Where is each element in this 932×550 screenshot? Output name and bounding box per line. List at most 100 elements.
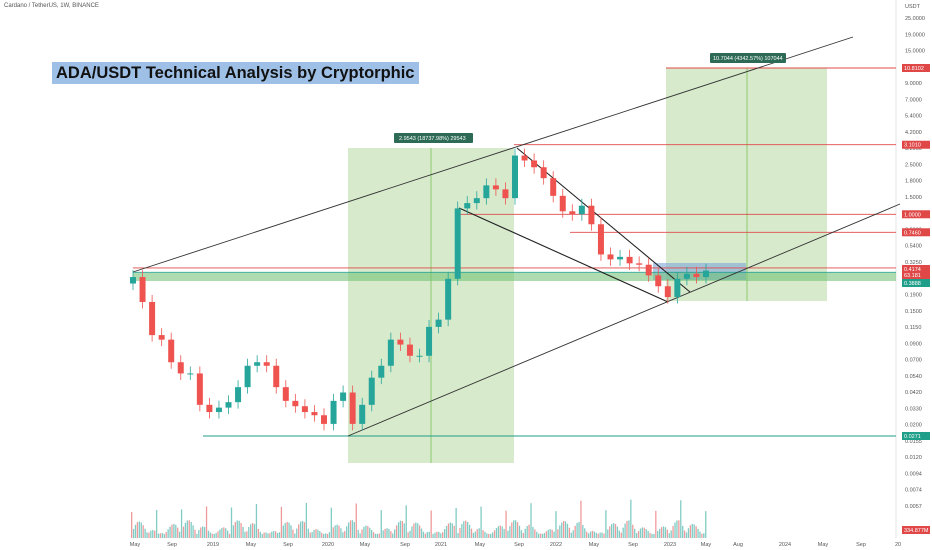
- y-tick-label: 0.0094: [905, 471, 922, 477]
- volume-bar: [543, 532, 546, 538]
- volume-bar: [664, 527, 667, 538]
- volume-bar: [649, 532, 651, 538]
- volume-bar: [561, 522, 563, 538]
- volume-bar: [192, 525, 194, 538]
- volume-bar: [148, 532, 150, 538]
- volume-bar: [159, 533, 162, 538]
- y-tick-label: 0.0074: [905, 488, 922, 494]
- volume-bar: [319, 531, 321, 538]
- candle-body: [206, 404, 213, 413]
- candle-body: [559, 195, 566, 212]
- candle-body: [387, 339, 394, 366]
- volume-bar: [299, 521, 302, 538]
- candle-body: [196, 373, 203, 405]
- volume-bar: [534, 529, 536, 538]
- volume-bar: [349, 520, 352, 538]
- volume-bar: [409, 530, 411, 538]
- volume-bar: [641, 527, 644, 538]
- volume-bar: [420, 528, 423, 538]
- volume-bar: [620, 532, 622, 538]
- y-tick-label: 0.5400: [905, 244, 922, 250]
- volume-bar: [146, 532, 148, 538]
- volume-bar: [196, 533, 198, 538]
- volume-bar: [169, 526, 171, 538]
- volume-bar: [547, 529, 549, 538]
- volume-bar: [659, 528, 661, 538]
- candle-body: [626, 256, 633, 264]
- volume-bar: [451, 523, 453, 538]
- volume-bar: [468, 524, 471, 538]
- price-label-bg: [902, 526, 930, 534]
- volume-bar: [603, 533, 605, 538]
- y-tick-label: 0.1150: [905, 325, 921, 331]
- price-label: 0.4174: [904, 267, 921, 273]
- volume-bar: [703, 533, 705, 538]
- volume-bar: [670, 530, 672, 538]
- volume-bar: [666, 529, 668, 538]
- candle-body: [540, 167, 547, 179]
- volume-bar: [275, 531, 277, 538]
- y-tick-label: 19.0000: [905, 32, 925, 38]
- volume-bar: [430, 510, 432, 538]
- candle-body: [636, 263, 643, 265]
- volume-bar: [374, 533, 377, 538]
- candle-body: [550, 178, 557, 196]
- x-tick-label: Sep: [628, 542, 638, 548]
- candle-body: [445, 278, 452, 320]
- volume-bar: [184, 522, 187, 538]
- candle-body: [454, 208, 461, 279]
- volume-bar: [171, 524, 173, 538]
- candle-body: [703, 270, 709, 278]
- volume-bar: [618, 530, 620, 538]
- volume-bar: [267, 533, 269, 538]
- volume-bar: [228, 533, 231, 538]
- volume-bar: [378, 533, 380, 538]
- volume-bar: [236, 520, 238, 538]
- volume-bar: [587, 533, 590, 538]
- volume-bar: [507, 530, 509, 538]
- price-label: 1.0000: [904, 212, 921, 218]
- volume-bar: [419, 525, 421, 538]
- volume-bar: [248, 527, 250, 538]
- candle-body: [349, 392, 356, 424]
- x-tick-label: Sep: [283, 542, 293, 548]
- volume-bar: [539, 533, 542, 538]
- volume-bar: [488, 533, 490, 538]
- candle-body: [435, 319, 442, 327]
- y-tick-label: 0.0155: [905, 439, 922, 445]
- volume-bar: [244, 531, 246, 538]
- volume-bar: [305, 502, 308, 538]
- volume-bar: [440, 533, 442, 538]
- candle-body: [588, 205, 595, 225]
- volume-bar: [499, 525, 501, 538]
- volume-bar: [476, 529, 478, 538]
- candle-body: [244, 365, 251, 388]
- volume-bar: [528, 524, 530, 538]
- volume-bar: [390, 531, 392, 538]
- volume-bar: [628, 520, 630, 538]
- wedge-lower: [458, 207, 669, 303]
- x-tick-label: 2021: [435, 542, 447, 548]
- y-tick-label: 0.0057: [905, 504, 922, 510]
- volume-bar: [307, 528, 309, 538]
- volume-bar: [595, 532, 597, 538]
- volume-bar: [361, 529, 363, 538]
- volume-bar: [467, 521, 469, 538]
- candle-body: [282, 387, 289, 401]
- volume-bar: [455, 507, 457, 538]
- x-tick-label: May: [818, 542, 829, 548]
- volume-bar: [253, 523, 256, 538]
- volume-bar: [315, 529, 317, 538]
- volume-bar: [140, 522, 142, 538]
- volume-bar: [261, 533, 263, 538]
- volume-bar: [294, 533, 296, 538]
- volume-bar: [346, 526, 348, 538]
- x-tick-label: Sep: [856, 542, 866, 548]
- candle-body: [177, 362, 184, 374]
- volume-bar: [536, 531, 538, 538]
- volume-bar: [515, 520, 517, 538]
- volume-bar: [699, 531, 701, 538]
- volume-bar: [417, 523, 419, 538]
- y-tick-label: 0.1500: [905, 309, 922, 315]
